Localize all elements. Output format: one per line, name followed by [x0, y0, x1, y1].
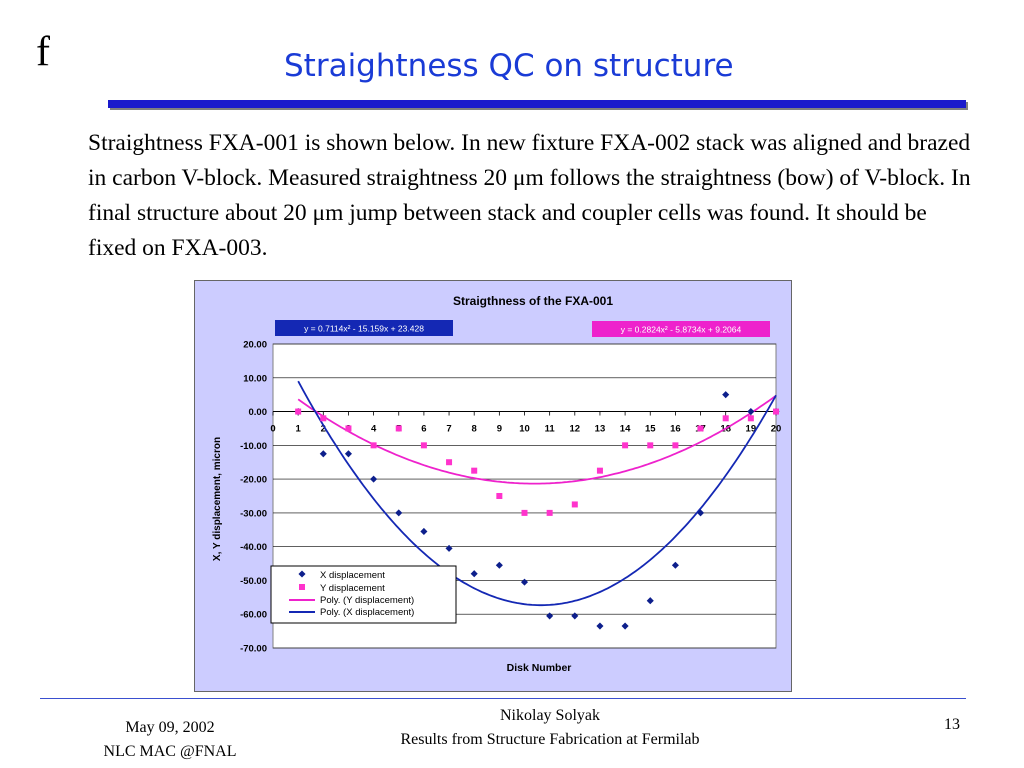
- legend-y-trendline: Poly. (Y displacement): [320, 595, 414, 606]
- straightness-chart: Straigthness of the FXA-001 20.00 10.00 0.…: [212, 294, 782, 674]
- x-displacement-point: [646, 597, 654, 605]
- y-tick-label: -60.00: [240, 610, 267, 621]
- chart-area: Straigthness of the FXA-001 20.00 10.00 0.…: [194, 280, 792, 692]
- x-displacement-point: [596, 622, 604, 630]
- x-displacement-point: [722, 391, 730, 399]
- y-displacement-point: [596, 467, 603, 474]
- legend-x-marker: [298, 570, 306, 578]
- x-displacement-point: [470, 570, 478, 578]
- footer-date: May 09, 2002: [125, 719, 215, 736]
- x-axis-label: Disk Number: [507, 662, 572, 674]
- y-displacement-point: [571, 501, 578, 508]
- y-displacement-point: [672, 442, 679, 449]
- y-trend-equation-box: y = 0.2824x² - 5.8734x + 9.2064: [592, 321, 770, 337]
- footer-author: Nikolay Solyak: [500, 707, 600, 724]
- x-displacement-point: [319, 450, 327, 458]
- y-tick-label: -40.00: [240, 542, 267, 553]
- y-tick-label: -50.00: [240, 576, 267, 587]
- y-displacement-point: [395, 425, 402, 432]
- x-trend-equation-box: y = 0.7114x² - 15.159x + 23.428: [275, 320, 453, 336]
- x-displacement-point: [520, 578, 529, 586]
- x-displacement-point: [747, 408, 755, 416]
- y-displacement-point: [370, 442, 377, 449]
- legend-x-displacement: X displacement: [320, 570, 385, 581]
- x-displacement-point: [344, 450, 352, 458]
- y-trend-equation: y = 0.2824x² - 5.8734x + 9.2064: [621, 325, 742, 335]
- x-tick-label: 0: [270, 424, 275, 435]
- x-displacement-point: [495, 561, 503, 569]
- data-points: [294, 391, 780, 630]
- x-tick-label: 20: [771, 424, 782, 435]
- x-tick-label: 13: [595, 424, 606, 435]
- y-tick-label: 0.00: [249, 407, 268, 418]
- slide-title: Straightness QC on structure: [284, 48, 734, 84]
- y-displacement-point: [345, 425, 352, 432]
- page-number: 13: [944, 716, 960, 733]
- y-displacement-point: [295, 408, 302, 415]
- x-displacement-point: [671, 561, 679, 569]
- y-displacement-point: [647, 442, 654, 449]
- y-displacement-point: [446, 459, 453, 466]
- x-trendline: [297, 380, 777, 607]
- y-displacement-point: [697, 425, 704, 432]
- x-tick-label: 1: [296, 424, 302, 435]
- x-tick-label: 10: [519, 424, 530, 435]
- x-tick-label: 4: [371, 424, 377, 435]
- x-displacement-point: [621, 622, 629, 630]
- footer-left: May 09, 2002 NLC MAC @FNAL: [70, 716, 270, 764]
- x-tick-label: 8: [472, 424, 477, 435]
- y-tick-label: -70.00: [240, 644, 267, 655]
- chart-legend: X displacement Y displacement Poly. (Y d…: [270, 565, 457, 624]
- y-displacement-point: [747, 415, 754, 422]
- y-tick-label: -20.00: [240, 475, 267, 486]
- x-tick-label: 11: [545, 424, 556, 435]
- trendlines: [297, 380, 777, 607]
- x-tick-label: 19: [746, 424, 757, 435]
- x-displacement-point: [571, 612, 579, 620]
- y-tick-label: -30.00: [240, 508, 267, 519]
- x-tick-label: 14: [620, 424, 631, 435]
- legend-y-marker: [299, 584, 305, 590]
- x-tick-label: 7: [446, 424, 451, 435]
- x-tick-label: 16: [670, 424, 681, 435]
- chart-title: Straigthness of the FXA-001: [453, 294, 613, 308]
- y-displacement-point: [622, 442, 629, 449]
- footer-subtitle: Results from Structure Fabrication at Fe…: [400, 731, 700, 748]
- y-displacement-point: [420, 442, 427, 449]
- slide-body-text: Straightness FXA-001 is shown below. In …: [88, 130, 971, 261]
- footer-venue: NLC MAC @FNAL: [103, 743, 237, 760]
- y-axis-label: X, Y displacement, micron: [212, 437, 223, 561]
- y-trendline: [297, 394, 777, 485]
- y-displacement-point: [722, 415, 729, 422]
- y-tick-labels: 20.00 10.00 0.00 -10.00 -20.00 -30.00 -40.00 -5…: [240, 340, 267, 655]
- x-tick-label: 15: [645, 424, 656, 435]
- y-tick-label: 10.00: [243, 373, 267, 384]
- x-displacement-point: [370, 475, 378, 483]
- x-tick-label: 9: [497, 424, 502, 435]
- y-tick-label: 20.00: [243, 340, 267, 351]
- x-trend-equation: y = 0.7114x² - 15.159x + 23.428: [304, 324, 424, 334]
- x-displacement-point: [420, 527, 428, 536]
- legend-y-displacement: Y displacement: [320, 583, 385, 594]
- footer-center: Nikolay Solyak Results from Structure Fa…: [330, 704, 770, 752]
- legend-x-trendline: Poly. (X displacement): [320, 607, 414, 618]
- y-displacement-point: [496, 493, 503, 499]
- fermilab-logo: f: [36, 29, 50, 75]
- y-displacement-point: [521, 509, 528, 516]
- y-tick-label: -10.00: [240, 441, 267, 452]
- y-displacement-point: [320, 415, 327, 422]
- x-tick-label: 2: [321, 424, 326, 435]
- y-displacement-point: [471, 467, 478, 474]
- y-displacement-point: [773, 408, 779, 415]
- y-displacement-point: [546, 509, 553, 516]
- x-tick-label: 12: [570, 424, 581, 435]
- footer-divider: [40, 698, 966, 699]
- x-tick-label: 6: [421, 424, 426, 435]
- title-underline: [108, 100, 966, 108]
